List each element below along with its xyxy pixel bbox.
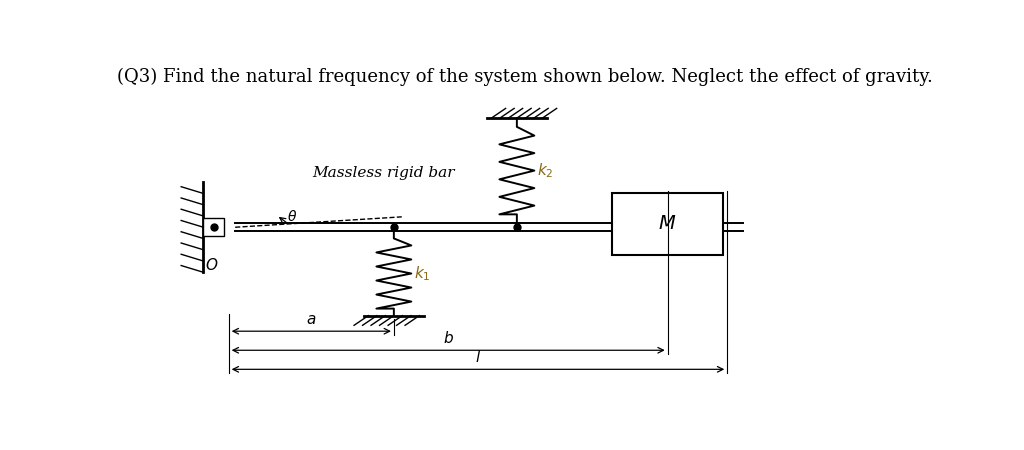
- Text: $a$: $a$: [306, 313, 316, 327]
- Text: $\theta$: $\theta$: [287, 210, 297, 225]
- Text: $b$: $b$: [442, 330, 454, 346]
- Text: $k_1$: $k_1$: [415, 264, 431, 283]
- Text: $k_2$: $k_2$: [538, 161, 554, 180]
- Bar: [204, 218, 224, 236]
- Text: Massless rigid bar: Massless rigid bar: [312, 166, 456, 180]
- Text: $O$: $O$: [206, 256, 219, 273]
- Text: $l$: $l$: [475, 349, 481, 365]
- Text: $M$: $M$: [658, 215, 677, 233]
- Text: (Q3) Find the natural frequency of the system shown below. Neglect the effect of: (Q3) Find the natural frequency of the s…: [117, 68, 933, 86]
- Bar: [612, 193, 723, 255]
